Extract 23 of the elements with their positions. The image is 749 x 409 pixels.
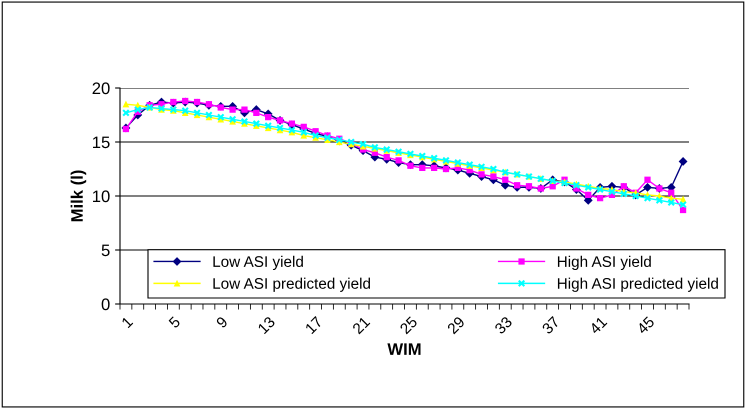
legend-label: Low ASI predicted yield (213, 278, 370, 292)
y-tick-label: 15 (93, 136, 110, 148)
x-tick-label: 41 (588, 316, 608, 335)
x-tick-label: 29 (446, 316, 466, 335)
y-tick-label: 20 (92, 82, 110, 94)
x-tick-label: 5 (168, 316, 181, 329)
legend-label: High ASI predicted yield (558, 278, 718, 292)
x-tick-label: 21 (352, 316, 370, 334)
y-axis-title: Milk (l) (70, 170, 86, 222)
x-tick-label: 33 (494, 316, 513, 335)
y-tick-label: 0 (102, 298, 110, 310)
legend-label: High ASI yield (558, 256, 651, 270)
x-tick-label: 17 (304, 316, 323, 334)
y-tick-label: 5 (102, 244, 110, 256)
x-tick-label: 37 (541, 316, 560, 335)
x-tick-label: 13 (257, 316, 276, 334)
y-tick-label: 10 (93, 190, 110, 202)
x-tick-label: 9 (216, 316, 228, 329)
x-tick-label: 45 (636, 316, 655, 335)
x-tick-label: 25 (399, 316, 418, 335)
x-tick-label: 1 (121, 316, 134, 328)
legend-label: Low ASI yield (213, 256, 303, 270)
x-axis-title: WIM (387, 343, 421, 355)
